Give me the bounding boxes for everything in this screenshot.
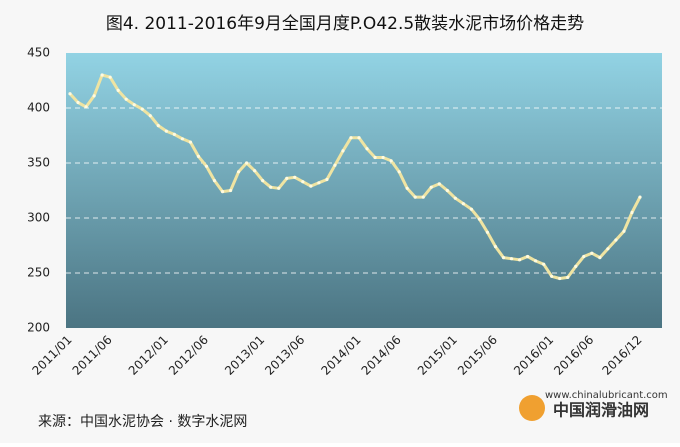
source: 来源：中国水泥协会 · 数字水泥网 bbox=[38, 414, 247, 430]
point bbox=[76, 100, 80, 105]
point bbox=[212, 179, 217, 183]
point bbox=[598, 256, 602, 260]
point bbox=[124, 97, 128, 101]
point bbox=[172, 132, 176, 136]
point bbox=[236, 170, 241, 174]
point bbox=[453, 196, 457, 200]
watermark-url: www.chinalubricant.com bbox=[545, 390, 668, 401]
point bbox=[638, 195, 642, 199]
point bbox=[485, 230, 490, 234]
point bbox=[293, 175, 297, 179]
point bbox=[92, 94, 96, 98]
y-tick-label: 250 bbox=[27, 266, 50, 280]
point bbox=[156, 124, 160, 128]
watermark-name: 中国润滑油网 bbox=[553, 401, 649, 420]
point bbox=[590, 251, 594, 255]
point bbox=[100, 73, 104, 77]
point bbox=[188, 140, 193, 144]
point bbox=[204, 164, 209, 168]
point bbox=[373, 155, 377, 160]
plot-area bbox=[66, 53, 662, 328]
point bbox=[437, 182, 441, 186]
point bbox=[542, 262, 546, 266]
point bbox=[574, 264, 578, 268]
point bbox=[501, 256, 506, 260]
point bbox=[357, 136, 361, 140]
point bbox=[365, 147, 369, 151]
y-tick-label: 200 bbox=[27, 321, 50, 335]
point bbox=[381, 155, 385, 160]
point bbox=[534, 259, 538, 263]
point bbox=[84, 105, 88, 109]
point bbox=[614, 238, 618, 242]
point bbox=[341, 149, 345, 153]
point bbox=[108, 75, 112, 79]
point bbox=[325, 177, 329, 182]
line bbox=[68, 73, 642, 280]
point bbox=[68, 92, 72, 96]
point bbox=[630, 210, 634, 215]
watermark-logo bbox=[519, 395, 545, 421]
point bbox=[132, 103, 136, 107]
point bbox=[140, 107, 144, 111]
y-tick-label: 400 bbox=[27, 101, 50, 115]
point bbox=[349, 136, 353, 140]
point bbox=[477, 217, 482, 221]
point bbox=[317, 181, 321, 185]
point bbox=[196, 154, 201, 158]
point bbox=[550, 274, 554, 278]
point bbox=[566, 275, 570, 279]
point bbox=[606, 247, 610, 251]
point bbox=[148, 114, 152, 118]
point bbox=[301, 180, 305, 184]
y-tick-label: 350 bbox=[27, 156, 50, 170]
point bbox=[253, 169, 257, 173]
point bbox=[309, 184, 313, 188]
point bbox=[277, 186, 281, 190]
point bbox=[558, 276, 562, 281]
point bbox=[493, 245, 498, 249]
y-tick-label: 450 bbox=[27, 46, 50, 60]
point bbox=[116, 88, 120, 92]
point bbox=[526, 254, 530, 259]
point bbox=[413, 195, 417, 199]
point bbox=[517, 258, 522, 262]
point bbox=[421, 195, 425, 199]
point bbox=[220, 190, 225, 194]
point bbox=[405, 186, 409, 190]
point bbox=[285, 176, 289, 180]
chart-title: 图4. 2011-2016年9月全国月度P.O42.5散装水泥市场价格走势 bbox=[106, 14, 584, 34]
point bbox=[261, 179, 265, 183]
point bbox=[469, 207, 474, 211]
point bbox=[389, 159, 393, 163]
point bbox=[245, 161, 249, 165]
point bbox=[429, 185, 433, 189]
point bbox=[509, 257, 514, 261]
point bbox=[397, 170, 401, 174]
point bbox=[180, 137, 184, 141]
point bbox=[461, 202, 465, 206]
y-tick-label: 300 bbox=[27, 211, 50, 225]
point bbox=[228, 188, 233, 193]
point bbox=[164, 129, 168, 133]
point bbox=[269, 185, 273, 189]
point bbox=[445, 188, 449, 193]
point bbox=[333, 163, 337, 167]
point bbox=[622, 229, 626, 233]
point bbox=[582, 254, 586, 259]
